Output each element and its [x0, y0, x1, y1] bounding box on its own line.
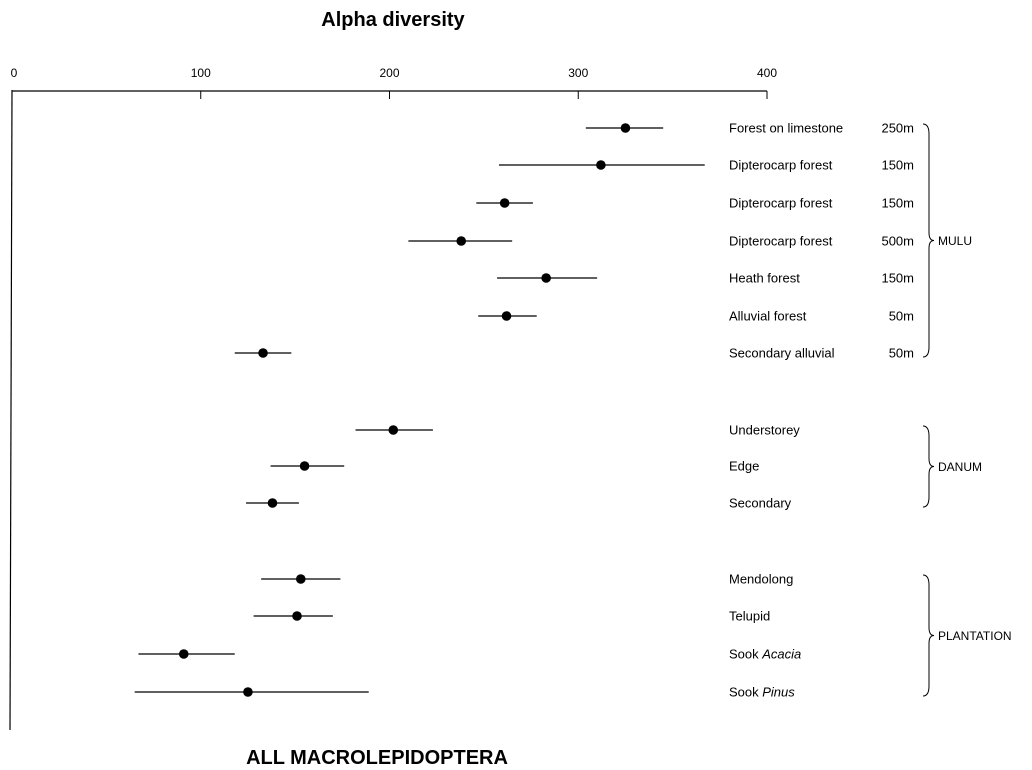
data-point: [499, 198, 510, 208]
group-label: DANUM: [938, 460, 982, 474]
altitude-label: 50m: [889, 346, 914, 361]
data-point: [299, 461, 310, 471]
altitude-label: 150m: [881, 158, 914, 173]
data-point: [541, 273, 551, 283]
x-tick-label: 100: [191, 66, 211, 80]
site-label: Forest on limestone: [729, 121, 843, 136]
group-brace: [922, 123, 935, 358]
site-labels: Forest on limestone 250m Dipterocarp fores…: [729, 121, 914, 700]
site-label: Secondary: [729, 496, 792, 511]
site-label: Edge: [729, 459, 759, 474]
site-label: Mendolong: [729, 572, 793, 587]
group-brace: [922, 425, 935, 508]
x-tick-label: 400: [757, 66, 777, 80]
site-label: Sook Acacia: [729, 647, 801, 662]
y-axis-line: [9, 89, 13, 731]
chart-subtitle: ALL MACROLEPIDOPTERA: [246, 747, 508, 769]
data-point: [620, 123, 631, 133]
data-point: [501, 311, 512, 321]
data-point: [388, 425, 399, 435]
site-label: Sook Pinus: [729, 685, 795, 700]
data-point: [267, 498, 278, 508]
altitude-label: 250m: [881, 121, 914, 136]
group-brackets: MULU DANUM PLANTATION: [922, 123, 1012, 697]
data-point: [258, 348, 268, 358]
data-point: [178, 649, 189, 659]
site-label: Telupid: [729, 609, 770, 624]
site-label: Dipterocarp forest: [729, 234, 833, 249]
altitude-label: 150m: [881, 271, 914, 286]
altitude-label: 50m: [889, 309, 914, 324]
data-point: [295, 574, 306, 584]
data-point: [243, 687, 253, 697]
site-label: Alluvial forest: [729, 309, 807, 324]
altitude-label: 150m: [881, 196, 914, 211]
group-label: MULU: [938, 234, 972, 248]
site-label: Understorey: [729, 423, 800, 438]
altitude-label: 500m: [881, 234, 914, 249]
data-point: [596, 160, 606, 170]
group-brace: [922, 574, 935, 697]
x-tick-label: 200: [379, 66, 399, 80]
x-tick-label: 300: [568, 66, 588, 80]
data-point: [292, 611, 302, 621]
plot-area: [134, 123, 705, 697]
data-point: [456, 236, 467, 246]
site-label: Secondary alluvial: [729, 346, 835, 361]
x-tick-label: 0: [11, 66, 18, 80]
x-axis: 0 100 200 300 400: [9, 66, 777, 731]
site-label: Dipterocarp forest: [729, 196, 833, 211]
chart-title: Alpha diversity: [321, 9, 465, 31]
group-label: PLANTATION: [938, 629, 1012, 643]
site-label: Dipterocarp forest: [729, 158, 833, 173]
site-label: Heath forest: [729, 271, 800, 286]
